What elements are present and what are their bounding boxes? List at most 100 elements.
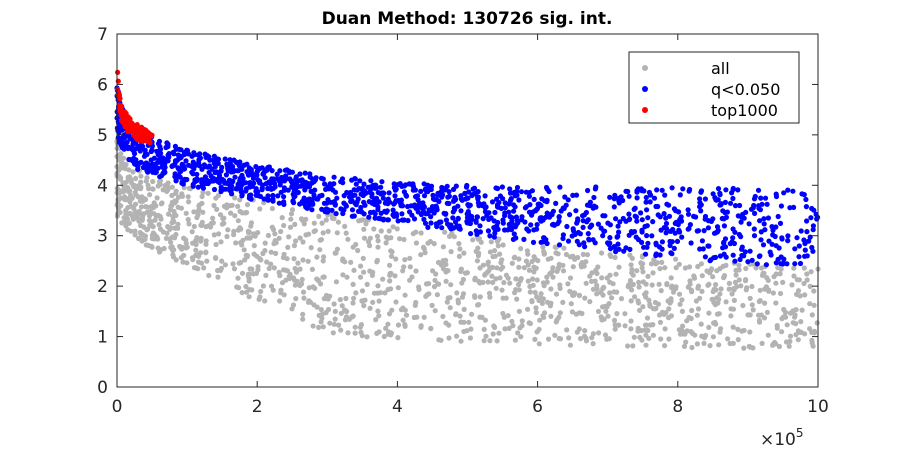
data-point	[332, 308, 338, 314]
data-point	[230, 164, 236, 170]
data-point	[247, 266, 253, 272]
data-point	[784, 261, 790, 267]
data-point	[604, 275, 610, 281]
data-point	[340, 272, 346, 278]
data-point	[153, 203, 159, 209]
data-point	[386, 228, 392, 234]
data-point	[407, 255, 413, 261]
data-point	[556, 218, 562, 224]
data-point	[217, 212, 224, 218]
y-tick-label: 2	[97, 277, 108, 297]
data-point	[612, 326, 618, 332]
data-point	[736, 231, 742, 238]
data-point	[730, 286, 737, 292]
data-point	[237, 159, 243, 165]
data-point	[518, 189, 525, 195]
data-point	[813, 211, 819, 217]
data-point	[268, 249, 274, 255]
data-point	[429, 302, 435, 308]
data-point	[614, 234, 620, 240]
data-point	[668, 228, 674, 234]
data-point	[176, 146, 182, 152]
data-point	[231, 157, 237, 163]
data-point	[519, 323, 525, 329]
data-point	[751, 202, 757, 209]
data-point	[288, 211, 295, 217]
data-point	[194, 176, 200, 182]
data-point	[667, 238, 673, 245]
data-point	[271, 241, 277, 247]
data-point	[669, 283, 675, 289]
data-point	[370, 200, 376, 206]
data-point	[781, 314, 787, 320]
data-point	[301, 295, 307, 301]
data-point	[728, 313, 734, 319]
data-point	[374, 233, 381, 239]
data-point	[530, 276, 536, 282]
data-point	[529, 258, 535, 265]
data-point	[671, 245, 677, 251]
data-point	[481, 338, 487, 344]
data-point	[451, 186, 457, 192]
data-point	[469, 192, 475, 199]
data-point	[680, 323, 686, 329]
data-point	[372, 215, 378, 221]
data-point	[243, 186, 250, 192]
data-point	[730, 324, 736, 330]
data-point	[462, 190, 468, 196]
data-point	[393, 186, 399, 192]
data-point	[445, 194, 451, 200]
data-point	[718, 286, 724, 292]
data-point	[516, 308, 523, 314]
data-point	[385, 217, 391, 223]
data-point	[663, 220, 670, 227]
data-point	[609, 295, 615, 301]
data-point	[685, 207, 691, 213]
data-point	[703, 332, 709, 339]
data-point	[121, 132, 127, 138]
y-tick-label: 6	[97, 75, 108, 95]
data-point	[240, 237, 246, 243]
data-point	[550, 265, 556, 271]
data-point	[332, 316, 338, 322]
data-point	[211, 232, 217, 238]
data-point	[440, 192, 446, 198]
data-point	[795, 337, 801, 343]
data-point	[679, 234, 685, 240]
data-point	[227, 157, 233, 163]
data-point	[123, 161, 129, 168]
data-point	[580, 213, 586, 219]
data-point	[773, 300, 779, 306]
data-point	[323, 217, 329, 223]
y-axis: 0 1 2 3 4 5 6 7	[97, 25, 818, 398]
data-point	[613, 216, 619, 222]
data-point	[168, 244, 174, 251]
data-point	[443, 257, 449, 263]
data-point	[239, 181, 245, 187]
data-point	[228, 178, 234, 184]
data-point	[378, 216, 384, 222]
data-point	[436, 281, 442, 287]
data-point	[323, 292, 329, 299]
data-point	[196, 253, 202, 259]
data-point	[730, 252, 736, 258]
data-point	[697, 246, 703, 252]
data-point	[338, 206, 344, 212]
data-point	[638, 210, 644, 216]
data-point	[565, 238, 572, 244]
data-point	[791, 273, 797, 279]
data-point	[251, 251, 257, 257]
data-point	[150, 161, 156, 167]
data-point	[157, 213, 163, 220]
data-point	[229, 183, 235, 189]
data-point	[510, 190, 516, 196]
data-point	[757, 253, 763, 259]
data-point	[279, 280, 286, 286]
data-point	[440, 313, 446, 320]
data-point	[236, 285, 242, 291]
data-point	[178, 155, 184, 161]
data-point	[190, 171, 196, 177]
data-point	[178, 168, 184, 174]
data-point	[772, 233, 778, 240]
data-point	[682, 265, 689, 271]
